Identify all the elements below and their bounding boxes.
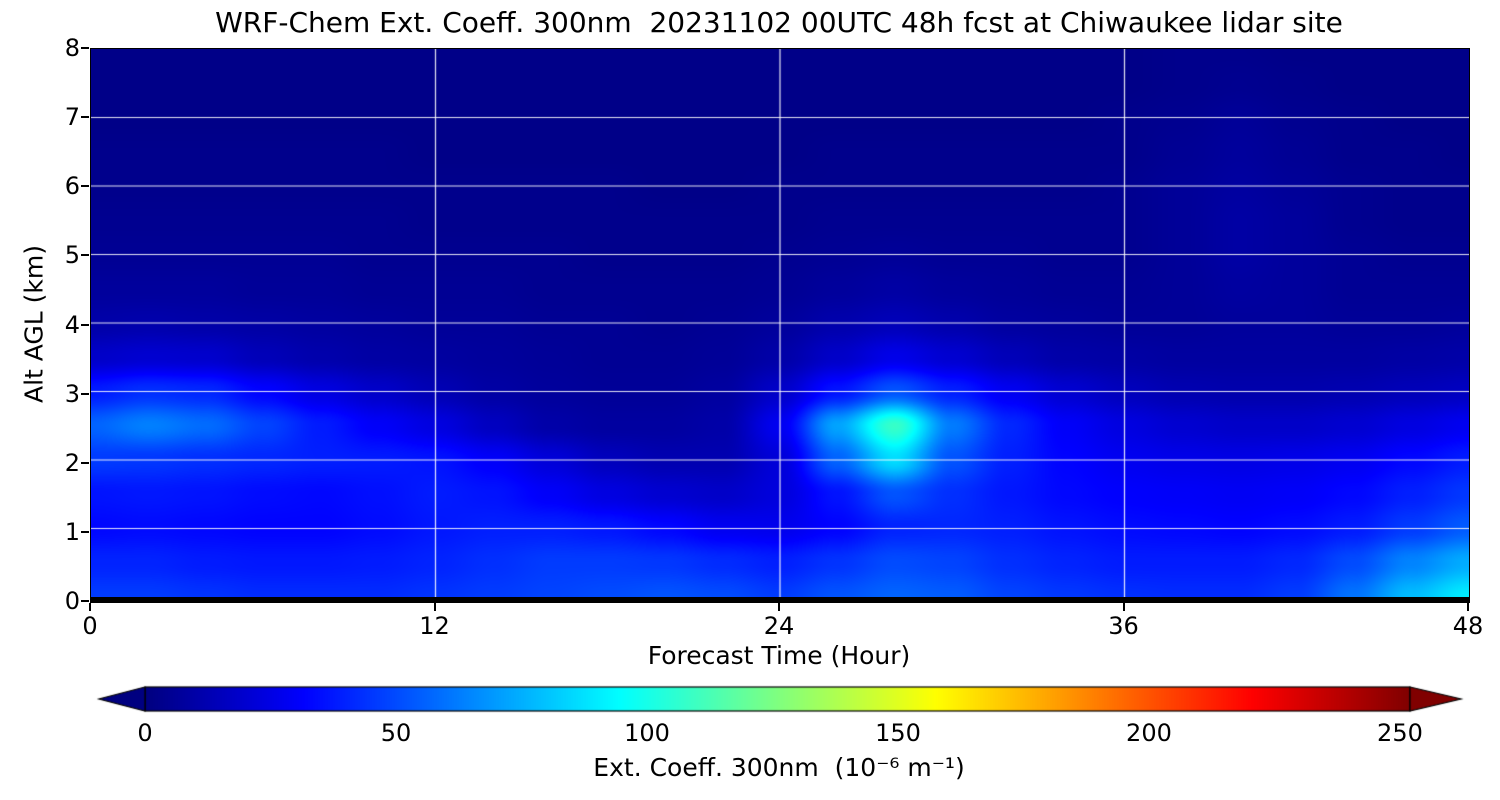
colorbar-tick-label: 0: [137, 719, 153, 747]
plot-area: [90, 48, 1470, 603]
y-tick-mark: [81, 185, 89, 188]
x-tick-mark: [1122, 603, 1125, 611]
colorbar-tick-label: 50: [380, 719, 412, 747]
y-tick-label: 4: [64, 310, 80, 339]
x-tick-label: 12: [419, 612, 450, 640]
x-tick-label: 36: [1108, 612, 1139, 640]
y-tick-label: 3: [64, 379, 80, 408]
x-tick-label: 48: [1452, 612, 1484, 640]
x-tick-mark: [89, 603, 91, 611]
y-tick-label: 1: [64, 517, 80, 546]
x-tick-label: 24: [763, 612, 795, 640]
y-tick-mark: [81, 530, 89, 533]
colorbar-tick-label: 150: [875, 719, 921, 747]
colorbar-label: Ext. Coeff. 300nm (10⁻⁶ m⁻¹): [593, 753, 965, 782]
heatmap-canvas: [91, 49, 1469, 597]
x-tick-mark: [433, 603, 436, 611]
y-tick-label: 7: [64, 103, 80, 132]
x-tick-mark: [1467, 603, 1469, 611]
y-tick-mark: [81, 392, 89, 395]
y-tick-label: 8: [64, 34, 80, 62]
y-tick-label: 0: [64, 587, 80, 615]
y-tick-label: 2: [64, 448, 80, 477]
x-tick-label: 0: [82, 612, 98, 640]
y-tick-mark: [81, 254, 89, 257]
y-tick-mark: [81, 600, 89, 602]
colorbar-tick-label: 100: [624, 719, 670, 747]
colorbar-tick-label: 250: [1377, 719, 1423, 747]
y-tick-mark: [81, 461, 89, 464]
x-axis-label: Forecast Time (Hour): [647, 641, 911, 670]
y-tick-mark: [81, 47, 89, 49]
x-tick-mark: [778, 603, 780, 611]
y-tick-label: 5: [64, 241, 80, 270]
y-tick-mark: [81, 116, 89, 119]
y-tick-mark: [81, 323, 89, 326]
x-axis-spine: [91, 597, 1469, 602]
y-tick-label: 6: [64, 172, 80, 201]
colorbar: [95, 684, 1465, 714]
colorbar-tick-label: 200: [1126, 719, 1172, 747]
chart-title: WRF-Chem Ext. Coeff. 300nm 20231102 00UT…: [215, 6, 1343, 39]
